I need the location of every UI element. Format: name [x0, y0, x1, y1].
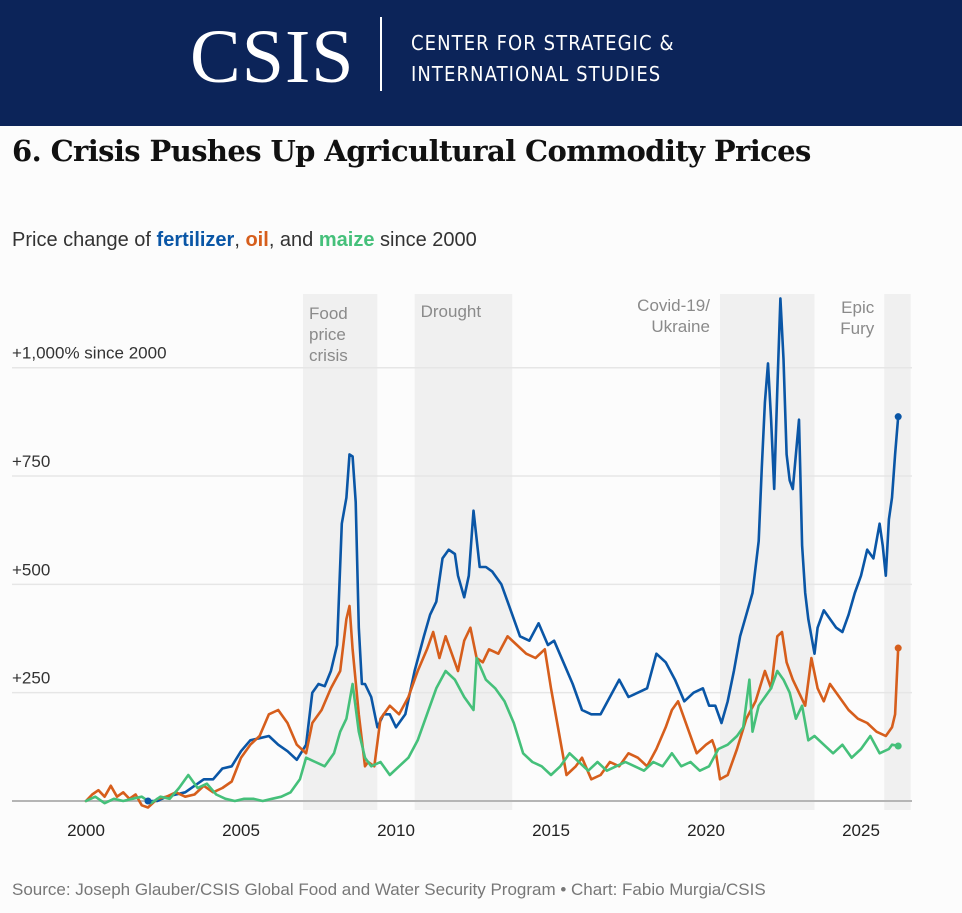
- end-marker-maize: [894, 742, 902, 750]
- x-tick-label: 2000: [67, 821, 105, 840]
- x-tick-label: 2020: [687, 821, 725, 840]
- legend-oil: oil: [245, 229, 269, 251]
- y-tick-label: +250: [12, 669, 50, 688]
- chart-subtitle: Price change of fertilizer, oil, and mai…: [12, 229, 477, 252]
- series-line-maize: [84, 656, 900, 805]
- shaded-period-label: Epic: [841, 298, 875, 317]
- shaded-period-label: Food: [309, 304, 348, 323]
- x-tick-label: 2015: [532, 821, 570, 840]
- end-marker-fertilizer: [894, 413, 902, 421]
- org-name-line2: INTERNATIONAL STUDIES: [411, 62, 662, 86]
- header-banner: CSIS CENTER FOR STRATEGIC & INTERNATIONA…: [0, 0, 962, 126]
- org-name-line1: CENTER FOR STRATEGIC &: [411, 31, 675, 55]
- y-tick-label: +750: [12, 452, 50, 471]
- chart-title: 6. Crisis Pushes Up Agricultural Commodi…: [12, 134, 811, 168]
- shaded-period-3: [884, 294, 911, 810]
- shaded-period-label: crisis: [309, 346, 348, 365]
- subtitle-suffix: since 2000: [374, 229, 477, 251]
- shaded-period-label: Covid-19/: [637, 296, 710, 315]
- series-markers: [144, 413, 902, 805]
- series-line-fertilizer: [146, 297, 900, 803]
- logo-divider: [380, 17, 382, 91]
- series-lines: [84, 297, 900, 809]
- gridlines: +250 +500 +750 +1,000% since 2000: [12, 344, 912, 802]
- shaded-periods: Food price crisis Drought Covid-19/Ukraine Ep…: [303, 294, 911, 810]
- csis-logo[interactable]: CSIS: [190, 15, 355, 99]
- source-note: Source: Joseph Glauber/CSIS Global Food …: [12, 880, 766, 899]
- shaded-period-label: Drought: [421, 302, 482, 321]
- subtitle-sep1: ,: [234, 229, 246, 251]
- end-marker-oil: [894, 644, 902, 652]
- x-tick-label: 2010: [377, 821, 415, 840]
- shaded-period-label: price: [309, 325, 346, 344]
- legend-maize: maize: [318, 229, 375, 251]
- shaded-period-label: Fury: [840, 319, 875, 338]
- y-tick-label: +1,000% since 2000: [12, 344, 167, 363]
- shaded-period-label: Ukraine: [651, 317, 710, 336]
- legend-fertilizer: fertilizer: [156, 229, 235, 251]
- subtitle-prefix: Price change of: [12, 229, 157, 251]
- subtitle-sep2: , and: [268, 229, 319, 251]
- y-tick-label: +500: [12, 560, 50, 579]
- org-name: CENTER FOR STRATEGIC & INTERNATIONAL STU…: [411, 28, 675, 90]
- shaded-period-1: [414, 294, 513, 810]
- x-axis: 2000 2005 2010 2015 2020 2025: [67, 821, 880, 840]
- x-tick-label: 2025: [842, 821, 880, 840]
- series-line-oil: [84, 604, 900, 809]
- start-marker-fertilizer: [144, 797, 152, 805]
- x-tick-label: 2005: [222, 821, 260, 840]
